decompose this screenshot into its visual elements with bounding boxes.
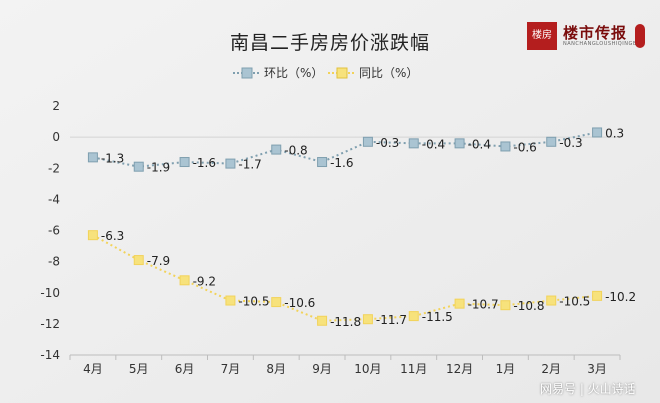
legend: 环比（%） 同比（%） bbox=[0, 64, 660, 84]
data-point bbox=[87, 152, 98, 163]
y-tick-label: 0 bbox=[52, 130, 60, 144]
data-point bbox=[225, 295, 236, 306]
logo-mark bbox=[635, 24, 645, 48]
x-tick-label: 11月 bbox=[400, 362, 427, 376]
data-label: -0.8 bbox=[284, 144, 307, 158]
data-labels: -1.3 -1.9 -1.6 -1.7 -0.8 -1.6 -0.3 -0.4 -0.4 -0.6… bbox=[101, 126, 636, 328]
data-point bbox=[592, 290, 603, 301]
y-tick-label: -6 bbox=[48, 224, 60, 238]
legend-label-mom: 环比（%） bbox=[264, 66, 324, 80]
data-label: -0.4 bbox=[422, 137, 445, 151]
data-point bbox=[362, 136, 373, 147]
data-point bbox=[546, 136, 557, 147]
watermark: 网易号 | 火山诗话 bbox=[540, 382, 636, 396]
series-line-1 bbox=[92, 234, 598, 322]
logo: 楼房 楼市传报 NANCHANGLOUSHIQINGBAO bbox=[527, 22, 645, 52]
data-label: -11.5 bbox=[422, 310, 453, 324]
data-point bbox=[408, 311, 419, 322]
x-tick-label: 10月 bbox=[354, 362, 381, 376]
x-tick-label: 2月 bbox=[541, 362, 561, 376]
data-label: -7.9 bbox=[147, 254, 170, 268]
data-label: -11.8 bbox=[330, 315, 361, 329]
logo-name: 楼市传报 bbox=[563, 24, 628, 42]
axes: 2 0 -2 -4 -6 -8 -10 -12 -14 4月 5月 6月 7月 8月 9月 10月 11月 12月… bbox=[40, 99, 621, 376]
data-point bbox=[225, 158, 236, 169]
data-point bbox=[500, 141, 511, 152]
logo-seal: 楼房 bbox=[527, 22, 557, 50]
data-label: -10.8 bbox=[513, 299, 544, 313]
y-tick-label: 2 bbox=[52, 99, 60, 113]
x-tick-label: 9月 bbox=[312, 362, 332, 376]
y-tick-label: -4 bbox=[48, 192, 60, 206]
data-label: -0.3 bbox=[376, 136, 399, 150]
x-tick-label: 4月 bbox=[83, 362, 103, 376]
x-tick-label: 3月 bbox=[587, 362, 607, 376]
y-tick-label: -2 bbox=[48, 161, 60, 175]
data-point bbox=[179, 275, 190, 286]
data-point bbox=[317, 157, 328, 168]
data-label: -0.3 bbox=[559, 136, 582, 150]
data-label: -1.6 bbox=[193, 156, 216, 170]
x-tick-label: 5月 bbox=[129, 362, 149, 376]
x-tick-label: 8月 bbox=[266, 362, 286, 376]
y-tick-label: -10 bbox=[40, 286, 60, 300]
x-tick-label: 6月 bbox=[175, 362, 195, 376]
data-label: 0.3 bbox=[605, 126, 624, 140]
data-label: -1.3 bbox=[101, 151, 124, 165]
chart-title: 南昌二手房房价涨跌幅 bbox=[229, 32, 430, 54]
data-point bbox=[87, 230, 98, 241]
data-label: -1.6 bbox=[330, 156, 353, 170]
data-point bbox=[454, 298, 465, 309]
data-point bbox=[592, 127, 603, 138]
data-label: -10.2 bbox=[605, 290, 636, 304]
data-label: -0.4 bbox=[468, 137, 491, 151]
series-markers bbox=[87, 127, 603, 326]
data-label: -9.2 bbox=[193, 274, 216, 288]
y-tick-label: -8 bbox=[48, 255, 60, 269]
data-point bbox=[133, 161, 144, 172]
data-label: -0.6 bbox=[513, 140, 536, 154]
series-lines bbox=[92, 131, 598, 322]
data-point bbox=[546, 295, 557, 306]
data-label: -10.6 bbox=[284, 296, 315, 310]
data-point bbox=[317, 315, 328, 326]
y-tick-label: -14 bbox=[40, 348, 60, 362]
x-tick-label: 12月 bbox=[446, 362, 473, 376]
data-point bbox=[408, 138, 419, 149]
legend-marker-yoy bbox=[328, 67, 356, 79]
legend-label-yoy: 同比（%） bbox=[359, 66, 419, 80]
data-label: -1.7 bbox=[238, 158, 261, 172]
data-label: -10.5 bbox=[559, 295, 590, 309]
data-point bbox=[271, 297, 282, 308]
y-tick-label: -12 bbox=[40, 317, 60, 331]
data-point bbox=[133, 255, 144, 266]
data-label: -6.3 bbox=[101, 229, 124, 243]
data-point bbox=[454, 138, 465, 149]
series-line-0 bbox=[92, 131, 598, 168]
data-point bbox=[500, 300, 511, 311]
x-tick-label: 1月 bbox=[496, 362, 516, 376]
data-point bbox=[362, 314, 373, 325]
logo-sub: NANCHANGLOUSHIQINGBAO bbox=[563, 41, 646, 47]
data-label: -11.7 bbox=[376, 313, 407, 327]
x-tick-label: 7月 bbox=[221, 362, 241, 376]
legend-marker-mom bbox=[233, 67, 261, 79]
data-label: -10.7 bbox=[468, 298, 499, 312]
data-point bbox=[179, 157, 190, 168]
data-point bbox=[271, 144, 282, 155]
data-label: -10.5 bbox=[238, 295, 269, 309]
data-label: -1.9 bbox=[147, 161, 170, 175]
